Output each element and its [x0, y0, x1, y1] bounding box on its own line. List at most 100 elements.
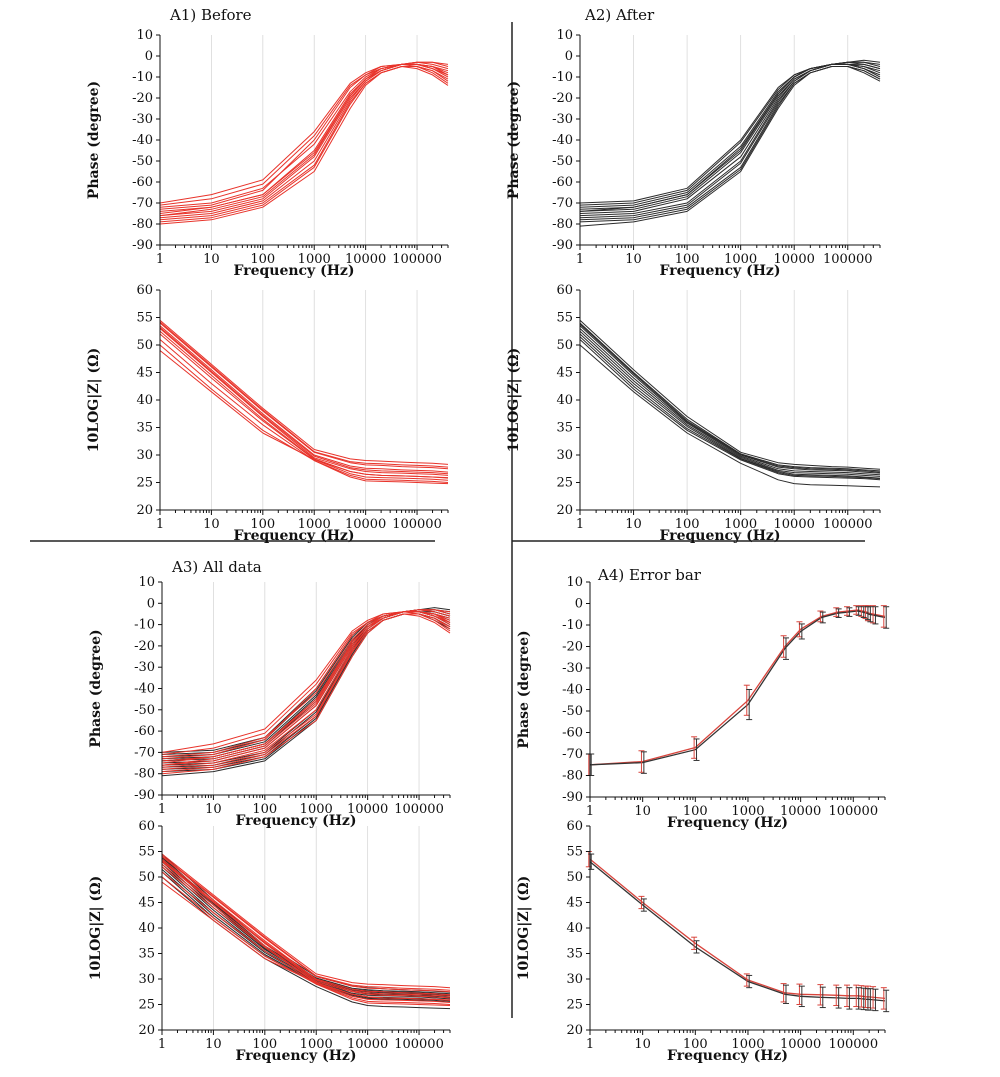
y-axis-label: Phase (degree) — [516, 630, 532, 748]
y-tick-label: 30 — [566, 972, 583, 987]
series-line — [161, 866, 451, 1003]
y-tick-label: 35 — [138, 947, 155, 962]
y-tick-label: 45 — [138, 896, 155, 911]
y-tick-label: 25 — [136, 476, 153, 491]
series-line — [579, 323, 881, 473]
series-line — [589, 610, 886, 766]
x-tick-label: 1 — [586, 804, 594, 819]
y-tick-label: -40 — [132, 133, 153, 148]
chart-A4-mag: 60 55 50 45 40 35 30 25 201 10 100 1000 10000 100000 F… — [516, 819, 890, 1064]
x-tick-label: 10000 — [780, 804, 821, 819]
series-line — [161, 613, 451, 770]
series-line — [159, 319, 449, 465]
x-tick-label: 1000 — [731, 1037, 764, 1052]
series-line — [159, 322, 449, 470]
series-line — [159, 328, 449, 476]
series-line — [579, 322, 881, 472]
series-line — [579, 61, 881, 208]
series-line — [579, 59, 881, 204]
y-tick-label: -10 — [552, 70, 573, 85]
y-tick-label: -70 — [134, 745, 155, 760]
chart-A4-phase: A4) Error bar100-10-20-30-40-50-60-70-80… — [516, 566, 890, 831]
series-line — [579, 66, 881, 227]
y-tick-label: 35 — [136, 421, 153, 436]
x-tick-label: 10000 — [347, 802, 388, 817]
series-line — [159, 339, 449, 483]
series-line — [579, 336, 881, 480]
y-tick-label: 60 — [566, 819, 583, 834]
series-line — [161, 611, 451, 762]
series-line — [589, 609, 886, 766]
series-line — [159, 63, 449, 214]
series-line — [159, 61, 449, 210]
series-line — [161, 863, 451, 1000]
series-line — [161, 609, 451, 760]
y-tick-label: 20 — [138, 1023, 155, 1038]
series-line — [161, 611, 451, 762]
series-line — [161, 853, 451, 989]
series-line — [579, 330, 881, 477]
y-tick-label: 40 — [136, 393, 153, 408]
x-tick-label: 10 — [205, 802, 222, 817]
series-line — [159, 66, 449, 225]
x-axis-label: Frequency (Hz) — [234, 528, 355, 544]
y-tick-label: 55 — [136, 311, 153, 326]
y-tick-label: -80 — [134, 767, 155, 782]
x-tick-label: 100000 — [828, 1037, 878, 1052]
y-tick-label: 0 — [145, 49, 153, 64]
series-line — [161, 609, 451, 755]
y-tick-label: -40 — [552, 133, 573, 148]
series-group — [579, 59, 881, 227]
y-axis-label: 10LOG|Z| (Ω) — [516, 876, 532, 980]
y-tick-label: -90 — [134, 788, 155, 803]
y-tick-label: 40 — [138, 921, 155, 936]
y-tick-label: 0 — [565, 49, 573, 64]
series-line — [161, 613, 451, 773]
y-tick-label: -60 — [562, 726, 583, 741]
x-tick-label: 1 — [586, 1037, 594, 1052]
y-tick-label: 30 — [138, 972, 155, 987]
panel-title: A2) After — [584, 6, 655, 24]
x-tick-label: 1 — [156, 252, 164, 267]
y-tick-label: 10 — [136, 28, 153, 43]
x-tick-label: 100000 — [394, 802, 444, 817]
chart-A3-phase: A3) All data100-10-20-30-40-50-60-70-80-… — [88, 558, 451, 829]
series-line — [161, 609, 451, 760]
series-line — [159, 63, 449, 219]
x-axis-label: Frequency (Hz) — [660, 528, 781, 544]
y-axis-label: 10LOG|Z| (Ω) — [88, 876, 104, 980]
x-tick-label: 1 — [156, 517, 164, 532]
x-axis-label: Frequency (Hz) — [660, 263, 781, 279]
y-tick-label: 25 — [138, 998, 155, 1013]
x-tick-label: 100 — [675, 517, 700, 532]
series-line — [159, 333, 449, 481]
series-line — [159, 61, 449, 204]
y-tick-label: -80 — [562, 769, 583, 784]
x-tick-label: 10000 — [345, 252, 386, 267]
panel-title: A1) Before — [169, 6, 252, 24]
series-line — [161, 856, 451, 993]
series-line — [579, 63, 881, 219]
series-line — [161, 613, 451, 770]
y-tick-label: 10 — [566, 575, 583, 590]
series-group — [585, 605, 890, 776]
y-tick-label: -20 — [562, 640, 583, 655]
series-group — [579, 319, 881, 488]
series-line — [161, 607, 451, 753]
x-tick-label: 100000 — [828, 804, 878, 819]
chart-A1-mag: 60 55 50 45 40 35 30 25 201 10 100 1000 10000 100000 F… — [86, 283, 449, 544]
y-tick-label: 30 — [556, 448, 573, 463]
series-line — [161, 863, 451, 1001]
series-line — [579, 63, 881, 212]
series-line — [159, 63, 449, 217]
series-line — [161, 611, 451, 766]
x-tick-label: 1 — [576, 517, 584, 532]
y-tick-label: 35 — [556, 421, 573, 436]
series-line — [161, 876, 451, 1006]
y-tick-label: 0 — [575, 597, 583, 612]
series-line — [159, 325, 449, 473]
series-line — [579, 325, 881, 474]
y-axis-label: Phase (degree) — [88, 629, 104, 747]
x-tick-label: 100000 — [392, 252, 442, 267]
y-tick-label: 55 — [566, 845, 583, 860]
